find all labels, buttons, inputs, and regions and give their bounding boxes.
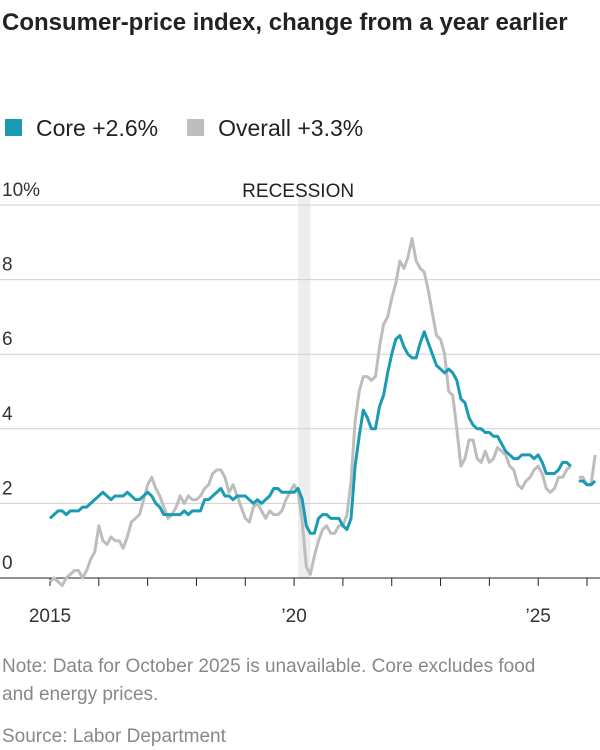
- x-tick-label: ’20: [281, 606, 306, 627]
- y-tick-label: 6: [2, 329, 13, 350]
- y-tick-label: 2: [2, 478, 13, 499]
- recession-label: RECESSION: [242, 181, 354, 202]
- legend: Core +2.6% Overall +3.3%: [5, 115, 363, 141]
- note: Note: Data for October 2025 is unavailab…: [2, 656, 535, 705]
- chart-title: Consumer-price index, change from a year…: [2, 9, 568, 36]
- x-tick-label: 2015: [29, 606, 71, 627]
- legend-label: Core +2.6%: [36, 115, 158, 141]
- plot-area: RECESSION 0 2 4 6 8 10% 2015 ’20 ’25: [0, 180, 600, 627]
- legend-label: Overall +3.3%: [218, 115, 363, 141]
- source: Source: Labor Department: [2, 726, 227, 747]
- y-tick-label: 10%: [2, 180, 40, 201]
- x-tick-label: ’25: [526, 606, 551, 627]
- recession-band: [298, 195, 311, 578]
- y-tick-label: 8: [2, 255, 13, 276]
- y-tick-label: 4: [2, 404, 13, 425]
- legend-swatch: [5, 119, 22, 136]
- series-line: [48, 330, 597, 535]
- legend-swatch: [187, 119, 205, 136]
- series-line: [48, 237, 597, 587]
- y-tick-label: 0: [2, 553, 13, 574]
